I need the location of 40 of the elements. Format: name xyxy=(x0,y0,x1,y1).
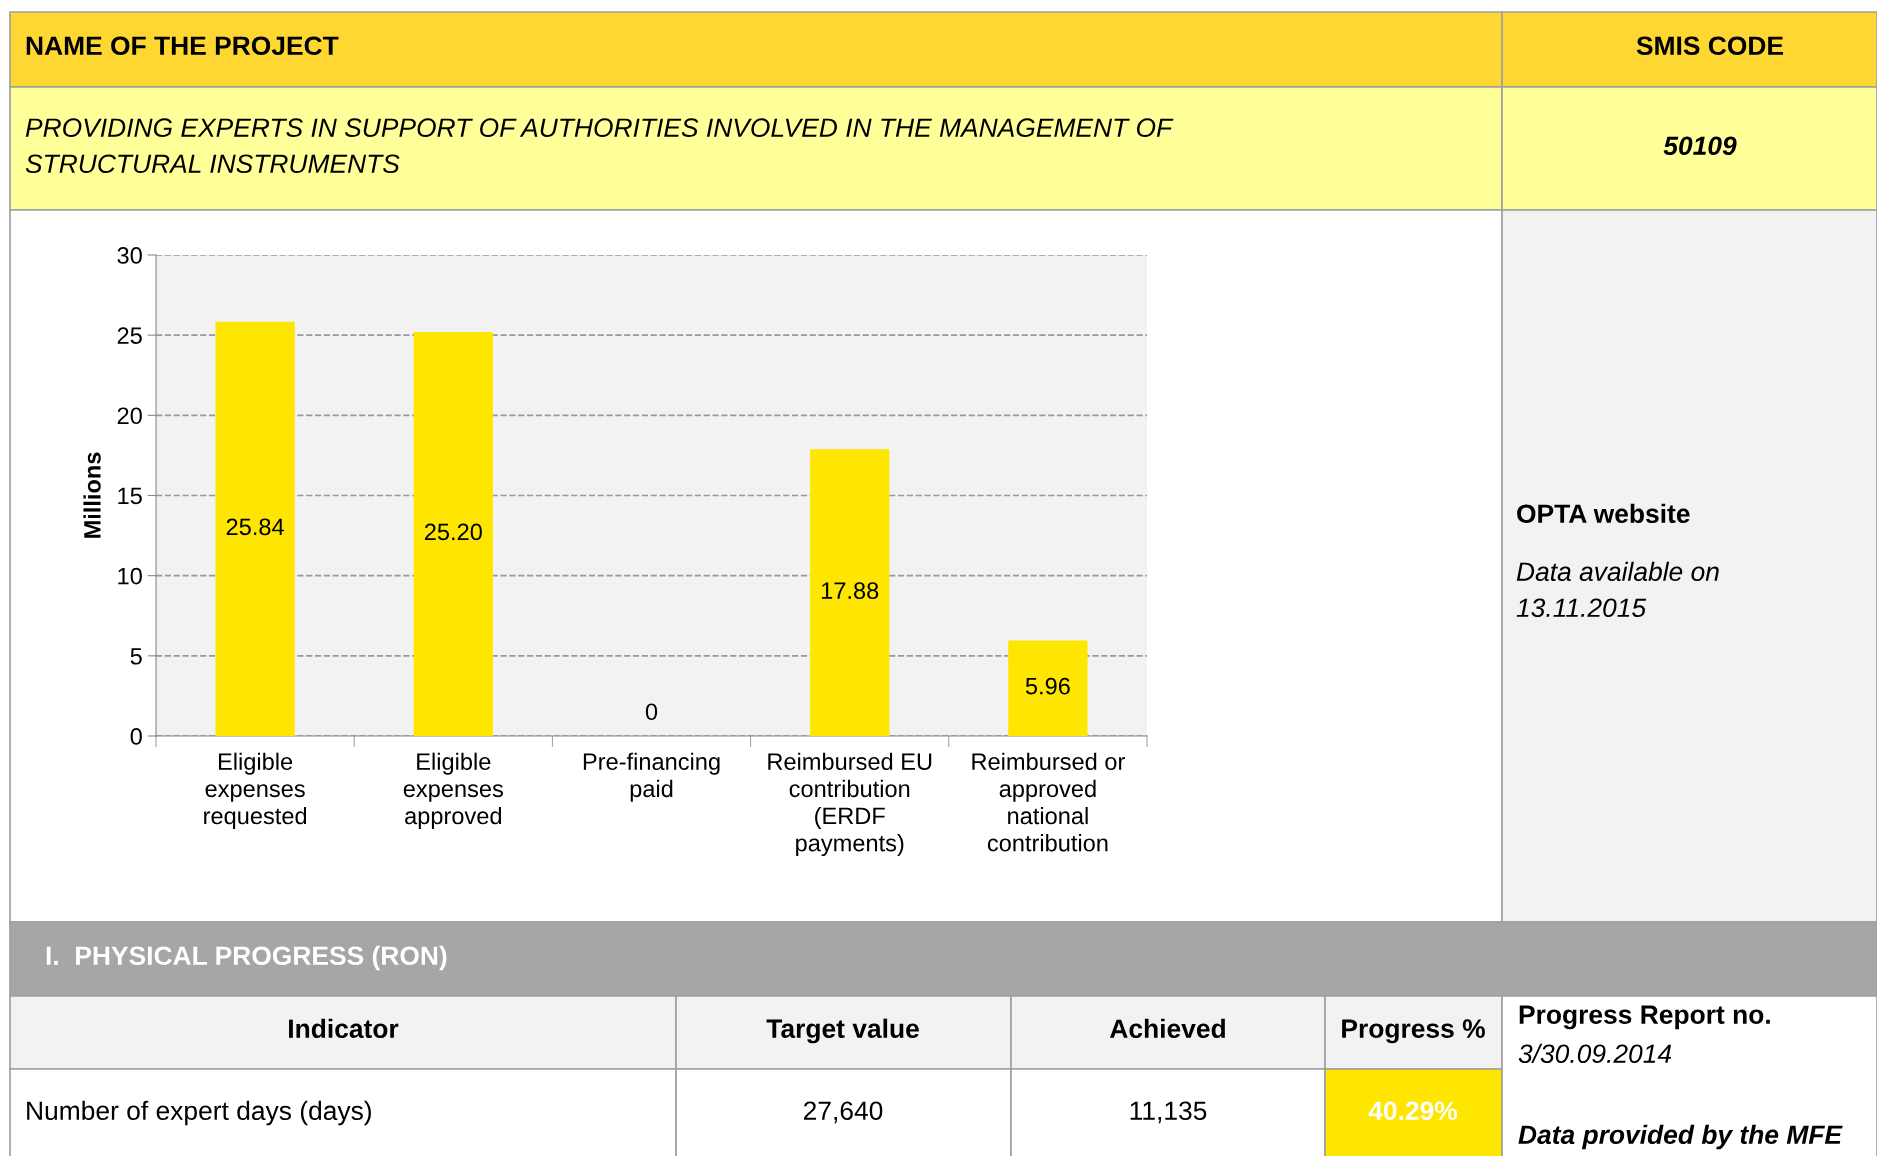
x-tick-label: Reimbursed EU contribution (ERDF payments) xyxy=(768,752,932,857)
x-tick-label: Eligible expenses requested xyxy=(204,752,307,829)
y-tick-label: 0 xyxy=(130,728,142,745)
y-tick-label: 25 xyxy=(117,327,142,344)
text: 3/30.09.2014 xyxy=(1518,1043,1672,1064)
data-label: 25.84 xyxy=(226,518,284,536)
y-tick-label: 30 xyxy=(117,247,142,264)
text: PROVIDING EXPERTS IN SUPPORT OF AUTHORITIES INVOLVED IN THE MANAGEMENT OF STRUCTURAL INSTRUMENTS xyxy=(25,118,1174,174)
text: 40.29% xyxy=(1368,1101,1458,1121)
data-label: 17.88 xyxy=(821,582,879,599)
text: OPTA website xyxy=(1517,503,1690,524)
text: Data provided by the MFE xyxy=(1518,1124,1843,1150)
data-label: 25.20 xyxy=(424,523,482,541)
bar xyxy=(215,321,295,736)
data-label: 5.96 xyxy=(1025,677,1070,695)
y-tick-label: 20 xyxy=(117,407,142,425)
text: 11,135 xyxy=(1130,1101,1207,1124)
text: Data available on 13.11.2015 xyxy=(1516,561,1719,618)
x-tick-label: Reimbursed or approved national contribution xyxy=(972,752,1125,852)
data-label: 0 xyxy=(645,703,658,721)
y-tick-label: 15 xyxy=(118,487,142,505)
y-tick-label: 5 xyxy=(130,648,142,665)
text: Target value xyxy=(766,1018,919,1044)
y-axis-title: Millions xyxy=(83,452,101,538)
bar xyxy=(413,331,493,736)
bar xyxy=(1008,640,1088,736)
text: NAME OF THE PROJECT xyxy=(26,36,339,56)
y-tick-label: 10 xyxy=(118,567,142,585)
text: Progress Report no. xyxy=(1519,1005,1770,1030)
text: Progress % xyxy=(1342,1019,1485,1044)
bar xyxy=(810,449,890,736)
text: 27,640 xyxy=(803,1101,883,1124)
text: I. PHYSICAL PROGRESS (RON) xyxy=(46,945,447,971)
text: Number of expert days (days) xyxy=(27,1100,371,1126)
text: 50109 xyxy=(1663,136,1737,156)
text: SMIS CODE xyxy=(1636,36,1784,56)
x-tick-label: Eligible expenses approved xyxy=(403,752,503,829)
x-tick-label: Pre-financing paid xyxy=(583,752,720,802)
text: Indicator xyxy=(289,1018,399,1039)
text: Achieved xyxy=(1109,1018,1225,1039)
